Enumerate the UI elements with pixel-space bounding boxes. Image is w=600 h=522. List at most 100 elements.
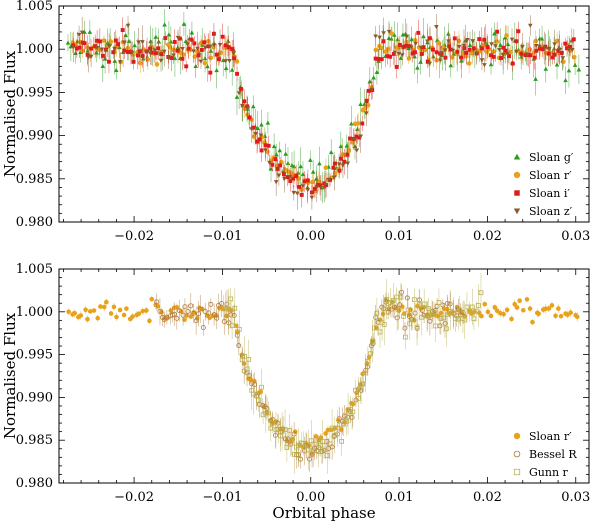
data-point [269,420,275,426]
data-point [287,174,293,179]
data-point [412,54,417,59]
data-point [184,64,189,69]
data-point [199,48,204,52]
data-point [318,435,324,441]
data-point [452,36,457,41]
data-point [200,325,206,331]
data-point [407,321,413,327]
data-point [386,29,392,35]
data-point [404,43,409,48]
x-tick-label: −0.01 [202,490,242,505]
data-point [294,174,299,178]
legend-label: Sloan z′ [529,205,573,218]
data-point [117,307,123,313]
data-point [513,432,521,440]
data-point [461,43,467,49]
data-point [300,184,306,189]
data-point [365,358,371,364]
data-point [108,39,114,44]
data-point [494,308,500,314]
data-point [528,53,533,58]
data-point [147,51,153,56]
data-point [138,60,143,66]
top-panel: −0.02 −0.01 0.00 0.01 0.02 0.03 0.980 0.985 0.99… [1,0,590,244]
data-point [365,102,371,108]
x-tick-label: 0.02 [473,229,502,244]
data-point [467,309,473,315]
data-point [464,50,469,55]
data-point [163,36,168,41]
data-point [459,55,464,60]
data-point [345,161,351,166]
data-point [469,304,475,310]
data-point [367,351,373,357]
data-point [469,51,475,56]
data-point [568,310,573,315]
data-point [489,42,494,47]
data-point [169,56,174,60]
data-point [418,59,423,64]
data-point [549,303,555,308]
data-point [168,308,174,313]
data-point [521,307,526,313]
data-point [195,46,200,51]
data-point [427,36,432,41]
data-point [258,133,264,138]
data-point [349,414,355,420]
data-point [318,186,324,191]
data-point [244,366,250,372]
data-point [220,34,225,39]
legend-item: Sloan r′ [513,430,572,443]
data-point [82,29,87,34]
data-point [130,314,135,319]
data-point [168,39,174,44]
x-tick-label: 0.00 [296,229,325,244]
data-point [162,22,167,27]
data-point [223,65,229,70]
data-point [478,290,484,296]
data-point [106,44,112,49]
data-point [111,304,117,310]
data-point [166,55,171,60]
data-point [326,177,332,183]
data-point [374,69,380,74]
data-point [120,28,125,32]
data-point [430,47,435,52]
data-point [296,443,301,448]
data-point [250,104,256,109]
data-point [106,59,111,64]
data-point [196,311,202,317]
data-point [370,341,376,346]
legend: Sloan g′ Sloan r′ Sloan i′ Sloan z′ [513,151,574,218]
data-point [527,23,533,28]
data-point [551,46,557,51]
data-point [131,59,136,64]
data-point [140,56,146,61]
data-point [140,308,146,314]
data-point [121,312,127,318]
data-point [488,62,494,67]
data-point [354,134,359,139]
data-point [389,36,394,41]
data-point [218,50,224,55]
data-point [276,173,282,178]
data-point [402,325,408,331]
data-point [373,34,378,39]
data-point [563,77,568,83]
data-point [82,41,87,46]
data-point [124,306,129,311]
data-point [516,29,521,34]
data-point [186,46,191,51]
data-point [419,52,424,56]
data-point [424,313,430,319]
data-point [497,47,502,53]
y-tick-label: 0.980 [16,215,53,230]
data-point [332,161,337,166]
data-point [471,316,477,322]
data-point [323,165,329,171]
data-point [367,79,373,84]
data-point [247,115,252,120]
data-point [162,49,167,54]
data-point [342,159,347,164]
data-point [358,134,364,139]
